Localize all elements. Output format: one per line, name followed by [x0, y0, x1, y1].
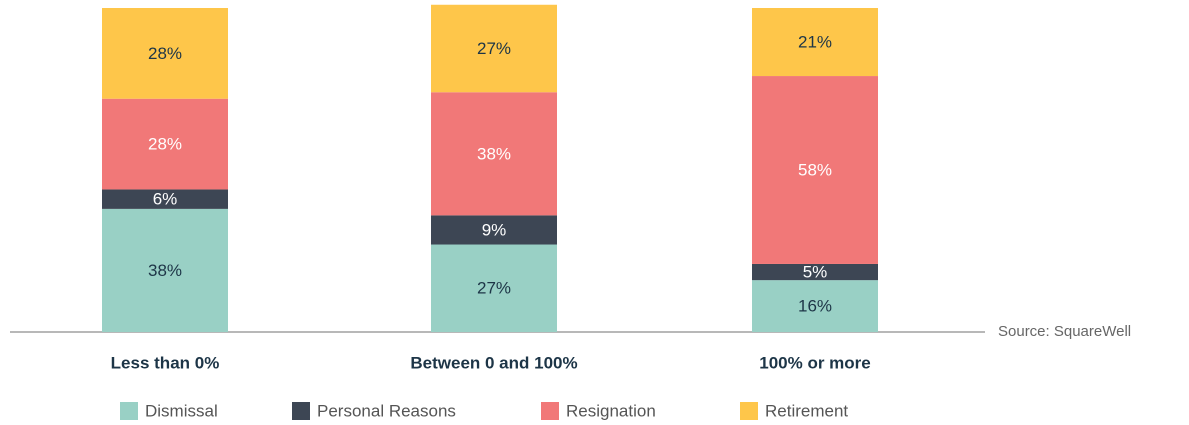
- bar-segment: [431, 244, 557, 332]
- x-tick-label: 100% or more: [759, 353, 871, 372]
- bar-segment: [752, 263, 878, 281]
- data-label: 21%: [798, 33, 832, 52]
- source-note: Source: SquareWell: [998, 323, 1131, 340]
- legend-swatch: [740, 402, 758, 420]
- bar-segment: [752, 280, 878, 332]
- data-label: 38%: [148, 261, 182, 280]
- legend-label: Personal Reasons: [317, 401, 456, 420]
- bar-segment: [431, 4, 557, 93]
- legend-label: Dismissal: [145, 401, 218, 420]
- data-label: 38%: [477, 144, 511, 163]
- legend-swatch: [120, 402, 138, 420]
- legend-label: Retirement: [765, 401, 848, 420]
- bar-segment: [102, 8, 228, 99]
- bar-segment: [752, 8, 878, 77]
- bar-segment: [102, 208, 228, 332]
- data-label: 28%: [148, 44, 182, 63]
- bar-segment: [752, 76, 878, 264]
- data-label: 27%: [477, 39, 511, 58]
- bar-segment: [431, 92, 557, 216]
- bar-segment: [102, 189, 228, 209]
- bar-segment: [102, 98, 228, 190]
- legend-label: Resignation: [566, 401, 656, 420]
- x-tick-label: Between 0 and 100%: [410, 353, 577, 372]
- data-label: 27%: [477, 279, 511, 298]
- x-tick-label: Less than 0%: [111, 353, 220, 372]
- data-label: 16%: [798, 297, 832, 316]
- data-label: 6%: [153, 190, 178, 209]
- data-label: 28%: [148, 135, 182, 154]
- data-label: 5%: [803, 263, 828, 282]
- legend-swatch: [541, 402, 559, 420]
- data-label: 58%: [798, 160, 832, 179]
- data-label: 9%: [482, 220, 507, 239]
- legend-swatch: [292, 402, 310, 420]
- bar-segment: [431, 215, 557, 245]
